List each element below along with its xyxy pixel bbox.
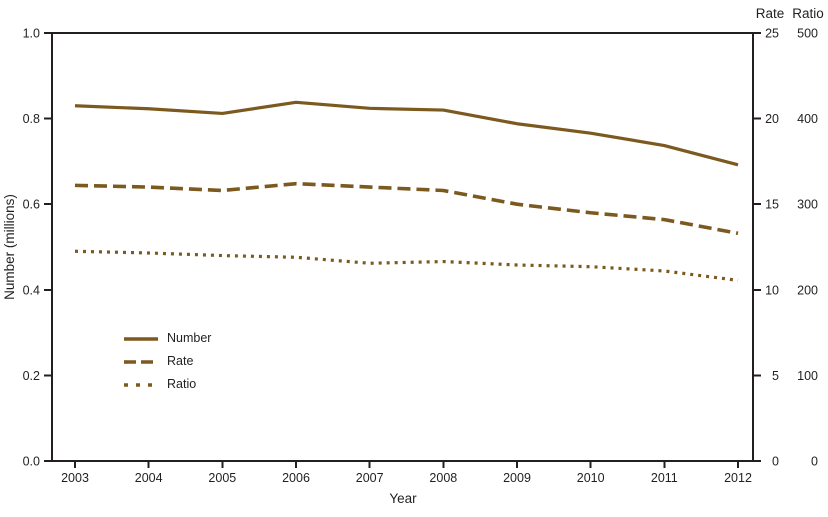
- x-axis-tick-label: 2006: [282, 471, 310, 485]
- ratio-tick-label: 500: [797, 27, 818, 41]
- ratio-tick-label: 100: [797, 369, 818, 383]
- y-axis-title: Number (millions): [2, 194, 17, 300]
- legend-item-rate: Rate: [124, 350, 211, 373]
- legend-swatch-dashed: [124, 359, 158, 364]
- series-line-rate: [74, 181, 739, 236]
- rate-tick-label: 20: [765, 112, 779, 126]
- x-axis-tick-label: 2010: [577, 471, 605, 485]
- right-axis-header-rate: Rate: [756, 6, 785, 21]
- ratio-tick-label: 300: [797, 198, 818, 212]
- legend-item-ratio: Ratio: [124, 373, 211, 396]
- left-axis-tick-label: 0.0: [23, 455, 40, 469]
- series-line-ratio: [74, 249, 739, 282]
- rate-tick-label: 5: [772, 369, 779, 383]
- legend-item-number: Number: [124, 327, 211, 350]
- legend-label: Ratio: [167, 377, 197, 392]
- x-axis-tick-label: 2003: [61, 471, 89, 485]
- rate-tick-label: 0: [772, 455, 779, 469]
- x-axis-tick-label: 2009: [503, 471, 531, 485]
- x-axis-tick-label: 2007: [356, 471, 384, 485]
- rate-tick-label: 25: [765, 27, 779, 41]
- ratio-tick-label: 400: [797, 112, 818, 126]
- left-axis-tick-label: 0.8: [23, 112, 40, 126]
- series-layer: [74, 100, 739, 282]
- left-axis-tick-label: 0.4: [23, 283, 40, 297]
- x-axis-tick-label: 2008: [429, 471, 457, 485]
- ratio-tick-label: 200: [797, 283, 818, 297]
- legend-swatch-solid: [124, 336, 158, 341]
- left-axis-tick-label: 1.0: [23, 27, 40, 41]
- legend-label: Number: [167, 331, 212, 346]
- right-axis-header-ratio: Ratio: [792, 6, 824, 21]
- x-axis-tick-label: 2004: [135, 471, 163, 485]
- left-axis-tick-label: 0.6: [23, 198, 40, 212]
- x-axis-tick-label: 2005: [208, 471, 236, 485]
- x-axis-title: Year: [389, 491, 417, 506]
- x-axis-tick-label: 2011: [651, 471, 678, 485]
- left-axis-tick-label: 0.2: [23, 369, 40, 383]
- legend-label: Rate: [167, 354, 194, 369]
- series-line-number: [74, 100, 739, 167]
- legend-swatch-dotted: [124, 382, 158, 387]
- x-axis-tick-label: 2012: [724, 471, 752, 485]
- rate-tick-label: 10: [765, 283, 779, 297]
- ratio-tick-label: 0: [811, 455, 818, 469]
- legend: Number Rate Ratio: [124, 327, 211, 396]
- rate-tick-label: 15: [765, 198, 779, 212]
